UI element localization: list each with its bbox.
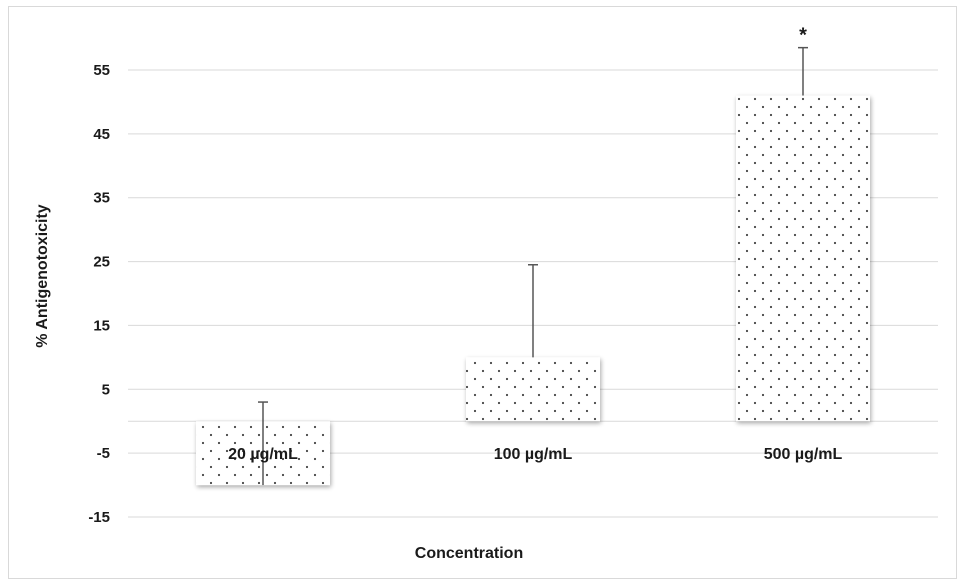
category-label: 20 µg/mL: [228, 446, 298, 463]
error-bars: [258, 46, 808, 486]
x-axis-title: Concentration: [415, 545, 523, 562]
bar: [736, 95, 870, 422]
significance-markers: *: [799, 25, 807, 47]
y-tick-label: 35: [93, 190, 110, 207]
bar: [466, 357, 600, 422]
category-label: 100 µg/mL: [494, 446, 573, 463]
y-tick-label: 55: [93, 62, 110, 79]
y-axis-title: % Antigenotoxicity: [34, 204, 51, 348]
category-labels: 20 µg/mL 100 µg/mL 500 µg/mL: [228, 446, 842, 463]
y-tick-label: 45: [93, 126, 110, 143]
y-tick-label: -15: [88, 509, 110, 526]
category-label: 500 µg/mL: [764, 446, 843, 463]
y-tick-label: 15: [93, 317, 110, 334]
significance-marker: *: [799, 25, 807, 47]
y-axis-ticks: -15 -5 5 15 25 35 45 55: [88, 62, 110, 526]
bars: [196, 95, 870, 486]
y-tick-label: 25: [93, 254, 110, 271]
y-tick-label: 5: [102, 381, 110, 398]
y-tick-label: -5: [97, 445, 110, 462]
